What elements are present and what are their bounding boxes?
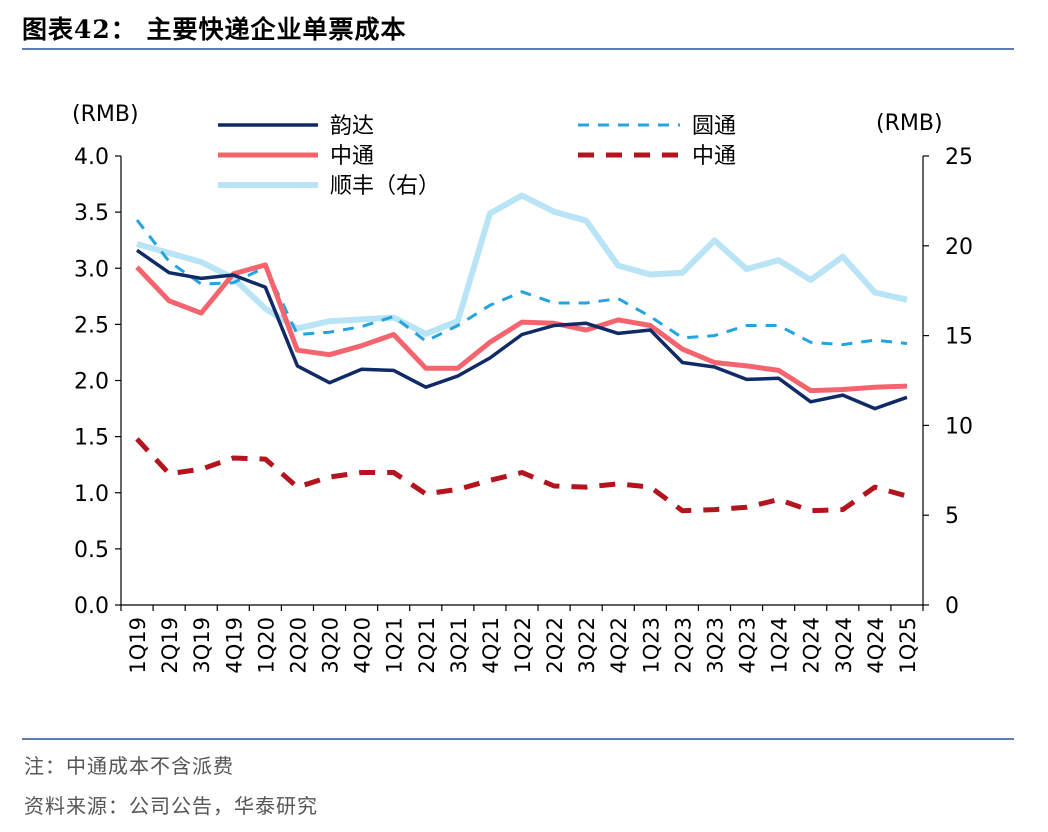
tick-labels: 0.0 0.5 1.0 1.5 2.0 2.5 3.0 3.5 4.0 0 5 10 15 20 25 1Q1…	[74, 145, 973, 674]
x-tick-label: 2Q21	[415, 617, 439, 674]
x-tick-label: 1Q23	[639, 617, 663, 674]
right-y-tick-label: 0	[945, 594, 959, 619]
series-line	[135, 219, 908, 347]
x-tick-label: 4Q23	[736, 617, 760, 674]
x-tick-label: 4Q20	[351, 617, 375, 674]
x-tick-label: 3Q21	[447, 617, 471, 674]
x-tick-label: 1Q25	[896, 617, 920, 674]
series-line	[135, 248, 908, 411]
x-tick-label: 4Q19	[222, 617, 246, 674]
axes	[115, 155, 929, 611]
series-line	[136, 192, 908, 337]
x-tick-label: 1Q24	[768, 617, 792, 674]
x-tick-label: 3Q20	[319, 617, 343, 674]
legend-label: 中通	[692, 144, 736, 169]
left-y-tick-label: 4.0	[74, 145, 109, 170]
left-y-tick-label: 3.5	[74, 201, 109, 226]
x-tick-label: 3Q19	[190, 617, 214, 674]
right-y-tick-label: 15	[945, 325, 973, 350]
left-y-tick-label: 1.0	[74, 482, 109, 507]
legend-label: 顺丰（右）	[330, 174, 440, 199]
x-tick-label: 1Q20	[254, 617, 278, 674]
left-y-tick-label: 2.5	[74, 313, 109, 338]
right-y-tick-label: 25	[945, 145, 973, 170]
chart-title: 图表42： 主要快递企业单票成本	[22, 15, 407, 44]
footer-rule	[22, 738, 1014, 740]
x-tick-label: 2Q19	[158, 617, 182, 674]
x-tick-label: 1Q19	[126, 617, 150, 674]
left-y-tick-label: 3.0	[74, 257, 109, 282]
x-tick-label: 3Q22	[575, 617, 599, 674]
x-tick-label: 4Q22	[607, 617, 631, 674]
footnote: 注：中通成本不含派费	[24, 754, 234, 778]
series-line	[135, 437, 908, 514]
x-tick-label: 3Q23	[703, 617, 727, 674]
x-tick-label: 2Q22	[543, 617, 567, 674]
x-tick-label: 2Q23	[671, 617, 695, 674]
series-line	[135, 262, 908, 394]
x-tick-label: 3Q24	[832, 617, 856, 674]
right-y-tick-label: 10	[945, 414, 973, 439]
source-note: 资料来源：公司公告，华泰研究	[24, 794, 318, 818]
left-y-tick-label: 0.5	[74, 538, 109, 563]
left-y-tick-label: 0.0	[74, 594, 109, 619]
x-tick-label: 4Q21	[479, 617, 503, 674]
left-y-tick-label: 1.5	[74, 426, 109, 451]
right-y-tick-label: 20	[945, 235, 973, 260]
right-axis-unit-label: (RMB)	[876, 111, 943, 136]
legend-label: 中通	[330, 144, 374, 169]
legend-label: 韵达	[330, 114, 374, 139]
x-tick-label: 2Q24	[800, 617, 824, 674]
x-tick-label: 1Q21	[383, 617, 407, 674]
x-tick-label: 1Q22	[511, 617, 535, 674]
legend-label: 圆通	[692, 114, 736, 139]
left-y-tick-label: 2.0	[74, 370, 109, 395]
series-lines	[135, 192, 908, 514]
x-tick-label: 4Q24	[864, 617, 888, 674]
left-axis-unit-label: (RMB)	[72, 102, 139, 127]
right-y-tick-label: 5	[945, 504, 959, 529]
header-rule	[22, 48, 1014, 50]
x-tick-label: 2Q20	[286, 617, 310, 674]
